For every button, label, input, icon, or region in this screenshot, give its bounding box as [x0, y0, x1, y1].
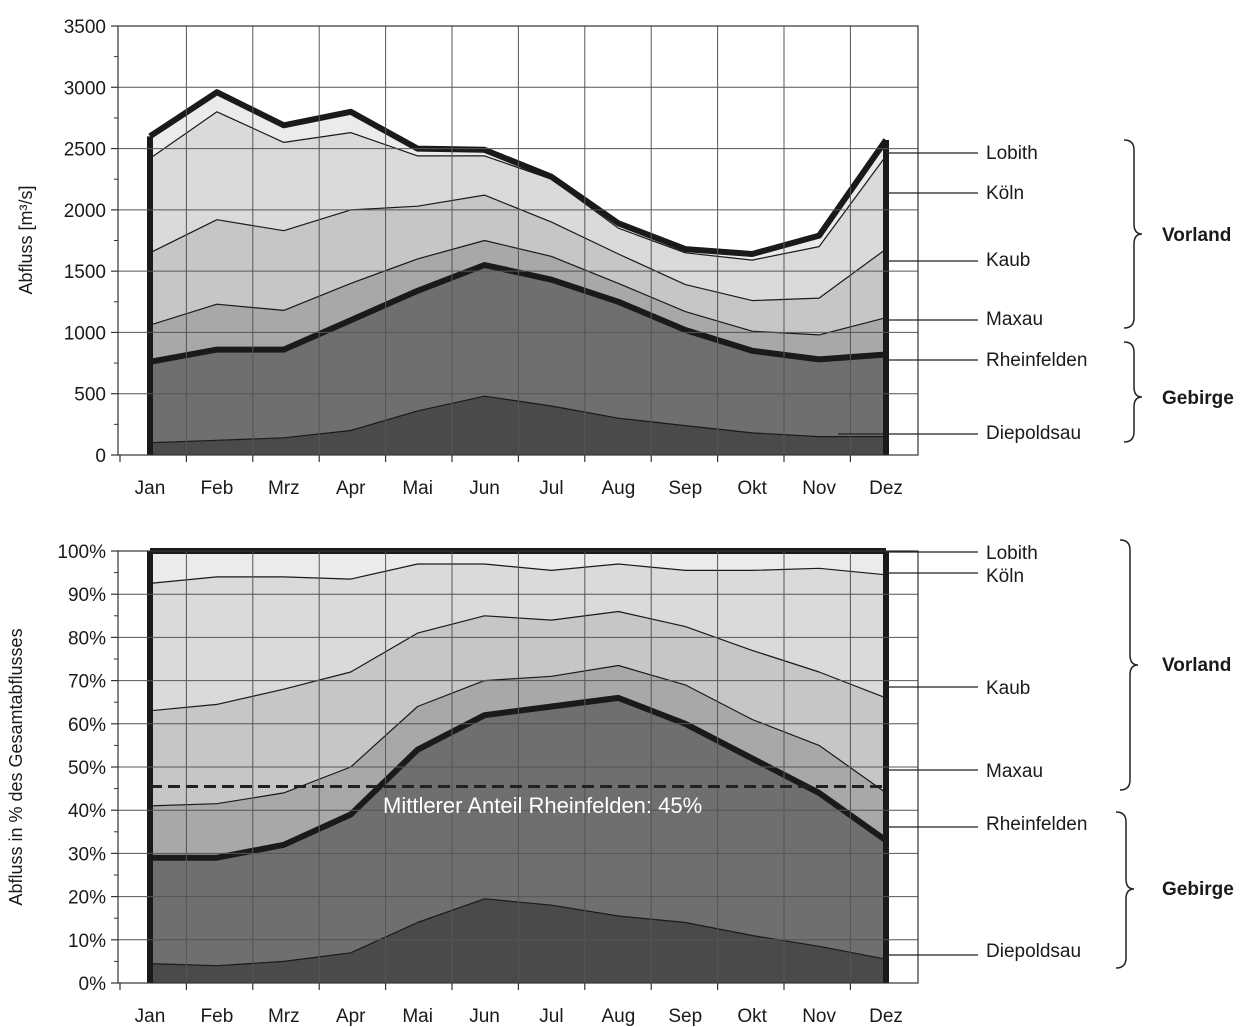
label-rheinfelden: Rheinfelden	[986, 350, 1087, 371]
x-tick-label: Apr	[336, 1006, 366, 1027]
y-tick-label: 0%	[79, 974, 107, 995]
x-tick-label: Aug	[601, 1006, 635, 1027]
y-tick-label: 500	[74, 385, 106, 406]
label-maxau: Maxau	[986, 309, 1043, 330]
label-diepoldsau-2: Diepoldsau	[986, 941, 1081, 962]
y-tick-label: 80%	[68, 628, 106, 649]
x-tick-label: Mrz	[268, 1006, 300, 1027]
label-lobith: Lobith	[986, 143, 1038, 164]
y-tick-label: 50%	[68, 758, 106, 779]
brace-gebirge-2	[1115, 811, 1135, 969]
x-tick-label: Sep	[668, 478, 702, 499]
share-y-axis-title: Abfluss in % des Gesamtabflusses	[6, 628, 26, 905]
x-tick-label: Dez	[869, 478, 903, 499]
label-maxau-2: Maxau	[986, 761, 1043, 782]
x-tick-label: Apr	[336, 478, 366, 499]
brace-vorland	[1123, 139, 1143, 329]
share-station-labels: Lobith Köln Kaub Maxau Rheinfelden Diepo…	[886, 543, 1087, 962]
brace-gebirge	[1123, 341, 1143, 443]
x-tick-label: Jan	[135, 1006, 166, 1027]
x-tick-label: Jan	[135, 478, 166, 499]
discharge-y-axis-title: Abfluss [m³/s]	[16, 185, 36, 294]
y-tick-label: 40%	[68, 801, 106, 822]
y-tick-label: 1000	[64, 323, 106, 344]
discharge-y-ticks: 0 500 1000 1500 2000 2500 3000 3500	[64, 17, 118, 467]
y-tick-label: 1500	[64, 262, 106, 283]
y-tick-label: 2000	[64, 201, 106, 222]
x-tick-label: Nov	[802, 478, 836, 499]
label-lobith-2: Lobith	[986, 543, 1038, 564]
x-tick-label: Mrz	[268, 478, 300, 499]
region-vorland: Vorland	[1162, 225, 1231, 246]
label-koeln-2: Köln	[986, 566, 1024, 587]
share-x-ticks: Jan Feb Mrz Apr Mai Jun Jul Aug Sep Okt Nov Dez	[119, 983, 903, 1027]
discharge-x-ticks: Jan Feb Mrz Apr Mai Jun Jul Aug Sep Okt Nov Dez	[119, 455, 903, 499]
x-tick-label: Jun	[469, 478, 500, 499]
y-tick-label: 0	[95, 446, 106, 467]
x-tick-label: Okt	[737, 478, 767, 499]
share-chart: 0% 10% 20% 30% 40% 50% 60% 70% 80% 90% 100% Jan Feb…	[6, 539, 1234, 1027]
y-tick-label: 70%	[68, 672, 106, 693]
x-tick-label: Dez	[869, 1006, 903, 1027]
discharge-station-labels: Lobith Köln Kaub Maxau Rheinfelden Diepo…	[838, 143, 1087, 444]
y-tick-label: 3500	[64, 17, 106, 38]
region-gebirge: Gebirge	[1162, 388, 1234, 409]
x-tick-label: Feb	[201, 1006, 234, 1027]
x-tick-label: Feb	[201, 478, 234, 499]
y-tick-label: 30%	[68, 844, 106, 865]
x-tick-label: Jun	[469, 1006, 500, 1027]
label-kaub-2: Kaub	[986, 678, 1030, 699]
discharge-chart: 0 500 1000 1500 2000 2500 3000 3500 Jan Feb Mrz Ap…	[16, 17, 1234, 499]
x-tick-label: Mai	[402, 1006, 433, 1027]
x-tick-label: Okt	[737, 1006, 767, 1027]
x-tick-label: Nov	[802, 1006, 836, 1027]
label-diepoldsau: Diepoldsau	[986, 423, 1081, 444]
x-tick-label: Sep	[668, 1006, 702, 1027]
x-tick-label: Mai	[402, 478, 433, 499]
y-tick-label: 20%	[68, 888, 106, 909]
label-koeln: Köln	[986, 183, 1024, 204]
y-tick-label: 3000	[64, 78, 106, 99]
reference-line-label: Mittlerer Anteil Rheinfelden: 45%	[383, 793, 702, 818]
y-tick-label: 60%	[68, 715, 106, 736]
y-tick-label: 10%	[68, 931, 106, 952]
region-vorland-2: Vorland	[1162, 655, 1231, 676]
brace-vorland-2	[1119, 539, 1139, 791]
y-tick-label: 90%	[68, 585, 106, 606]
label-kaub: Kaub	[986, 250, 1030, 271]
y-tick-label: 2500	[64, 140, 106, 161]
share-y-ticks: 0% 10% 20% 30% 40% 50% 60% 70% 80% 90% 100%	[57, 542, 118, 995]
label-rheinfelden-2: Rheinfelden	[986, 814, 1087, 835]
x-tick-label: Jul	[539, 1006, 563, 1027]
y-tick-label: 100%	[57, 542, 106, 563]
x-tick-label: Jul	[539, 478, 563, 499]
region-gebirge-2: Gebirge	[1162, 879, 1234, 900]
x-tick-label: Aug	[601, 478, 635, 499]
